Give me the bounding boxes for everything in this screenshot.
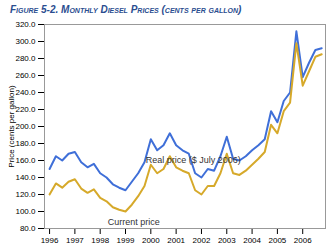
html-text:Figure 5-2. Monthly Diesel Pri: Figure 5-2. Monthly Diesel Prices (cents…	[10, 4, 242, 15]
svg-text:2004: 2004	[243, 236, 261, 245]
svg-text:1998: 1998	[91, 236, 109, 245]
svg-text:220.0: 220.0	[15, 105, 36, 114]
svg-text:240.0: 240.0	[15, 88, 36, 97]
svg-text:1997: 1997	[66, 236, 84, 245]
svg-text:120.0: 120.0	[15, 190, 36, 199]
svg-text:Price (cents per gallon): Price (cents per gallon)	[7, 85, 16, 168]
svg-text:1996: 1996	[41, 236, 59, 245]
svg-text:Real price ($ July 2006): Real price ($ July 2006)	[146, 155, 241, 165]
svg-text:140.0: 140.0	[15, 173, 36, 182]
svg-text:160.0: 160.0	[15, 156, 36, 165]
svg-text:280.0: 280.0	[15, 54, 36, 63]
svg-text:180.0: 180.0	[15, 139, 36, 148]
svg-text:260.0: 260.0	[15, 71, 36, 80]
svg-text:Current price: Current price	[108, 217, 160, 227]
svg-text:2006: 2006	[294, 236, 312, 245]
svg-text:300.0: 300.0	[15, 37, 36, 46]
svg-text:200.0: 200.0	[15, 122, 36, 131]
svg-text:1999: 1999	[117, 236, 135, 245]
svg-text:80.0: 80.0	[20, 224, 36, 233]
svg-text:2003: 2003	[218, 236, 236, 245]
svg-text:320.0: 320.0	[15, 20, 36, 29]
svg-text:2000: 2000	[142, 236, 160, 245]
svg-text:2001: 2001	[167, 236, 185, 245]
svg-text:100.0: 100.0	[15, 207, 36, 216]
svg-text:2002: 2002	[193, 236, 211, 245]
svg-text:2005: 2005	[269, 236, 287, 245]
